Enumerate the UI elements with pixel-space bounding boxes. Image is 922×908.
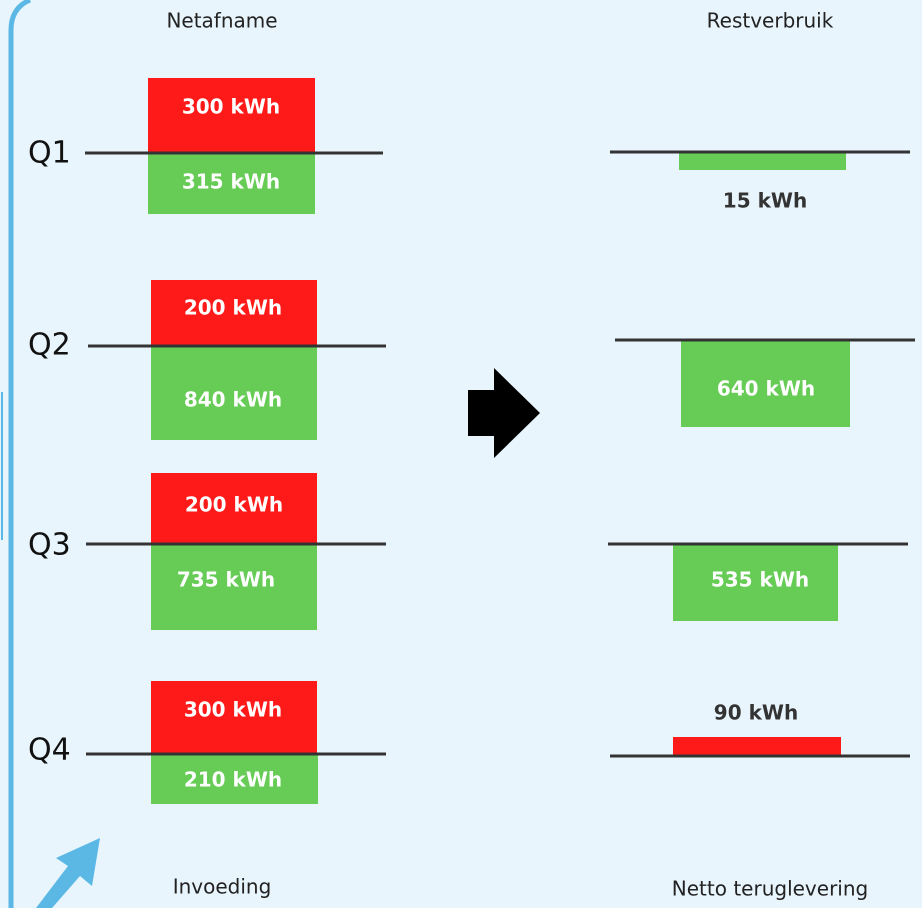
netafname-label: 300 kWh: [182, 95, 280, 119]
rest-label: 90 kWh: [714, 701, 798, 725]
netafname-label: 200 kWh: [185, 493, 283, 517]
invoeding-label: 210 kWh: [184, 768, 282, 792]
green-box: [151, 346, 317, 440]
red-box: [673, 737, 841, 756]
rest-label: 15 kWh: [723, 189, 807, 213]
green-box: [679, 152, 846, 170]
border: [8, 0, 32, 908]
rest-label: 535 kWh: [711, 568, 809, 592]
red-box: [151, 280, 317, 346]
green-box: [681, 340, 850, 427]
arrow: [468, 368, 540, 458]
quarter-label: Q2: [28, 328, 71, 363]
feed-arrow: [36, 838, 100, 908]
header-left: Netafname: [166, 9, 277, 33]
invoeding-label: 735 kWh: [177, 568, 275, 592]
quarter-label: Q4: [28, 733, 71, 768]
footer-right: Netto teruglevering: [672, 877, 868, 901]
netafname-label: 200 kWh: [184, 296, 282, 320]
rest-label: 640 kWh: [717, 377, 815, 401]
red-box: [151, 473, 317, 544]
invoeding-label: 840 kWh: [184, 388, 282, 412]
green-box: [151, 754, 318, 804]
green-box: [151, 544, 317, 630]
red-box: [151, 681, 317, 754]
green-box: [673, 544, 838, 621]
red-box: [148, 78, 315, 153]
footer-left: Invoeding: [173, 875, 272, 899]
green-box: [148, 153, 315, 214]
quarter-label: Q3: [28, 528, 71, 563]
quarter-label: Q1: [28, 136, 71, 171]
invoeding-label: 315 kWh: [182, 170, 280, 194]
header-right: Restverbruik: [707, 9, 834, 33]
netafname-label: 300 kWh: [184, 698, 282, 722]
